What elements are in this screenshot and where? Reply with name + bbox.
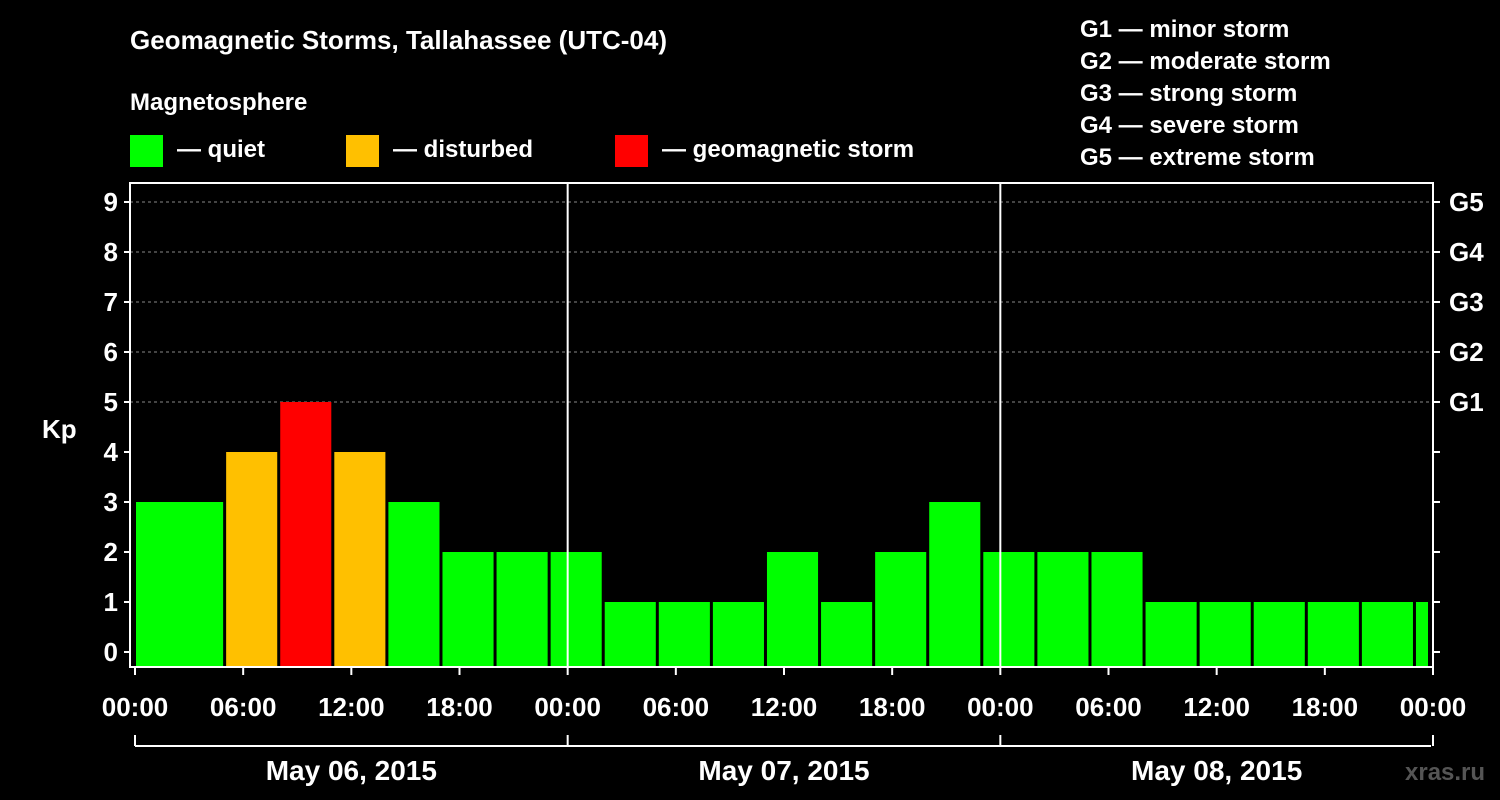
y-tick-label-6: 6: [104, 337, 118, 367]
x-tick-label-12: 00:00: [1400, 692, 1467, 722]
grid-lines: [130, 201, 1433, 403]
storm-scale-legend: G1 — minor storm G2 — moderate storm G3 …: [1080, 16, 1331, 171]
kp-bar-17: [1037, 552, 1089, 667]
kp-bar-13: [821, 602, 873, 667]
kp-bar-20: [1199, 602, 1251, 667]
x-tick-label-9: 06:00: [1075, 692, 1142, 722]
kp-bar-24: [1415, 602, 1428, 667]
g-label-G3: G3: [1449, 287, 1484, 317]
plot-border: [129, 182, 1434, 668]
legend: — quiet — disturbed — geomagnetic storm: [130, 135, 914, 167]
day-axis: May 06, 2015 May 07, 2015 May 08, 2015: [134, 735, 1434, 786]
kp-bar-16: [983, 552, 1035, 667]
day-label-1: May 07, 2015: [698, 755, 869, 786]
storm-scale-g1: G1 — minor storm: [1080, 16, 1289, 43]
y-tick-label-3: 3: [104, 487, 118, 517]
legend-label-disturbed: — disturbed: [393, 136, 533, 163]
y-tick-label-4: 4: [104, 437, 119, 467]
x-tick-label-10: 12:00: [1183, 692, 1250, 722]
legend-swatch-storm: [615, 135, 648, 167]
plot-frame: [129, 182, 1434, 668]
kp-bar-18: [1091, 552, 1143, 667]
kp-bar-19: [1145, 602, 1197, 667]
g-label-G1: G1: [1449, 387, 1484, 417]
kp-bar-2: [226, 452, 278, 667]
x-tick-label-7: 18:00: [859, 692, 926, 722]
x-tick-label-8: 00:00: [967, 692, 1034, 722]
kp-bar-7: [496, 552, 548, 667]
kp-bar-12: [766, 552, 819, 667]
g-label-G4: G4: [1449, 237, 1484, 267]
legend-label-storm: — geomagnetic storm: [662, 136, 914, 163]
x-tick-label-0: 00:00: [102, 692, 169, 722]
storm-scale-g4: G4 — severe storm: [1080, 112, 1299, 139]
kp-bar-21: [1253, 602, 1305, 667]
x-tick-label-3: 18:00: [426, 692, 493, 722]
y-axis-left: 0 1 2 3 4 5 6 7 8 9: [104, 187, 130, 667]
kp-bar-11: [712, 602, 764, 667]
kp-bar-6: [442, 552, 494, 667]
g-label-G5: G5: [1449, 187, 1484, 217]
kp-bar-14: [875, 552, 927, 667]
x-axis: 00:00 06:00 12:00 18:00 00:00 06:00 12:00 18:00…: [102, 667, 1467, 722]
legend-heading: Magnetosphere: [130, 89, 307, 116]
g-label-G2: G2: [1449, 337, 1484, 367]
kp-bar-22: [1307, 602, 1359, 667]
x-tick-label-11: 18:00: [1292, 692, 1359, 722]
y-tick-label-5: 5: [104, 387, 118, 417]
legend-swatch-quiet: [130, 135, 163, 167]
x-tick-label-6: 12:00: [751, 692, 818, 722]
kp-bar-1: [172, 502, 224, 667]
y-axis-right: G1 G2 G3 G4 G5: [1433, 187, 1484, 653]
watermark: xras.ru: [1405, 759, 1485, 786]
y-tick-label-1: 1: [104, 587, 118, 617]
kp-bar-9: [604, 602, 656, 667]
day-label-0: May 06, 2015: [266, 755, 437, 786]
x-tick-label-1: 06:00: [210, 692, 277, 722]
kp-bar-4: [334, 452, 386, 667]
legend-label-quiet: — quiet: [177, 136, 265, 163]
day-label-2: May 08, 2015: [1131, 755, 1302, 786]
x-tick-label-4: 00:00: [534, 692, 601, 722]
kp-bar-3: [280, 402, 332, 667]
kp-bar-5: [388, 502, 440, 667]
kp-bar-8: [550, 552, 602, 667]
y-tick-label-2: 2: [104, 537, 118, 567]
kp-bar-15: [929, 502, 981, 667]
y-tick-label-7: 7: [104, 287, 118, 317]
legend-swatch-disturbed: [346, 135, 379, 167]
y-tick-label-8: 8: [104, 237, 118, 267]
x-tick-label-5: 06:00: [643, 692, 710, 722]
chart-title: Geomagnetic Storms, Tallahassee (UTC-04): [130, 25, 667, 55]
x-tick-label-2: 12:00: [318, 692, 385, 722]
y-axis-label: Kp: [42, 414, 77, 444]
kp-bar-23: [1361, 602, 1413, 667]
storm-scale-g2: G2 — moderate storm: [1080, 48, 1331, 75]
bars: [136, 402, 1428, 667]
y-tick-label-0: 0: [104, 637, 118, 667]
storm-scale-g5: G5 — extreme storm: [1080, 144, 1315, 171]
kp-bar-10: [658, 602, 710, 667]
y-tick-label-9: 9: [104, 187, 118, 217]
storm-scale-g3: G3 — strong storm: [1080, 80, 1297, 107]
